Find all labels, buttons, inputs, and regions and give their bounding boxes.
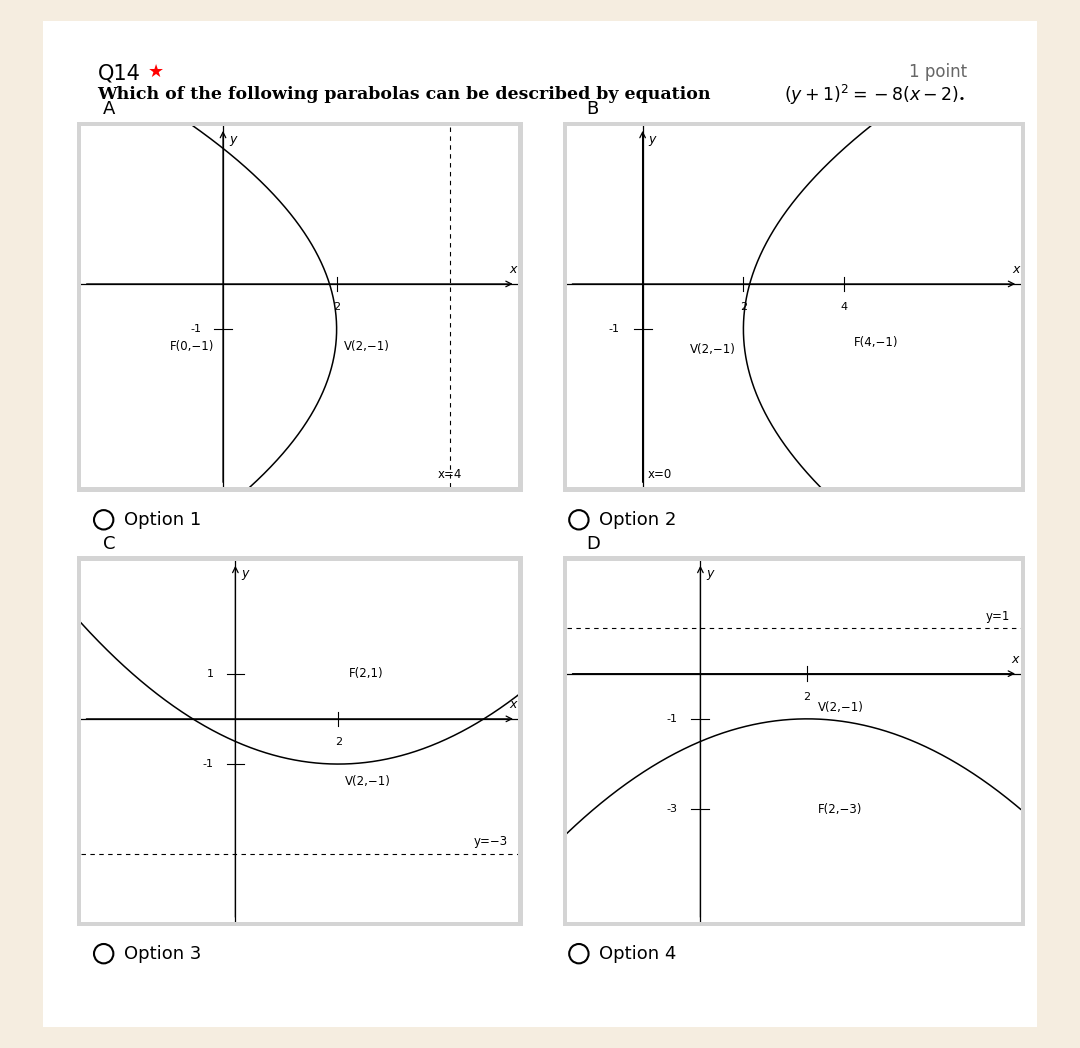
Text: Option 2: Option 2 [599, 510, 677, 529]
Text: 1: 1 [206, 669, 214, 679]
Text: y: y [230, 132, 237, 146]
Text: Option 3: Option 3 [124, 944, 202, 963]
Text: x: x [509, 263, 516, 276]
Text: 1 point: 1 point [909, 63, 968, 81]
Text: 2: 2 [740, 302, 747, 312]
Text: -3: -3 [666, 804, 678, 814]
Text: B: B [586, 101, 598, 118]
Text: Option 4: Option 4 [599, 944, 677, 963]
Text: 4: 4 [840, 302, 848, 312]
Text: -1: -1 [190, 324, 201, 334]
Text: y: y [706, 567, 714, 581]
Text: -1: -1 [203, 759, 214, 769]
Text: $(y+1)^2=-8(x-2)$.: $(y+1)^2=-8(x-2)$. [784, 83, 966, 107]
Text: x: x [1012, 263, 1020, 276]
Text: y=−3: y=−3 [474, 834, 508, 848]
Text: 2: 2 [335, 737, 342, 747]
Text: F(0,−1): F(0,−1) [171, 341, 215, 353]
Text: x=0: x=0 [648, 467, 672, 481]
Text: ★: ★ [148, 63, 164, 81]
Text: Option 1: Option 1 [124, 510, 202, 529]
Text: V(2,−1): V(2,−1) [343, 341, 389, 353]
Text: Which of the following parabolas can be described by equation: Which of the following parabolas can be … [97, 86, 711, 103]
Text: V(2,−1): V(2,−1) [345, 776, 390, 788]
Text: F(4,−1): F(4,−1) [854, 336, 899, 349]
Text: A: A [103, 101, 114, 118]
Text: y=1: y=1 [986, 610, 1010, 624]
Text: -1: -1 [666, 714, 678, 724]
Text: -1: -1 [609, 324, 620, 334]
Text: 2: 2 [333, 302, 340, 312]
Text: y: y [241, 567, 248, 581]
Text: V(2,−1): V(2,−1) [690, 343, 735, 355]
Text: C: C [103, 536, 116, 553]
Text: 2: 2 [804, 692, 811, 702]
Text: x: x [1012, 653, 1018, 665]
Text: y: y [648, 132, 656, 146]
Text: F(2,−3): F(2,−3) [818, 803, 862, 815]
Text: Q14: Q14 [98, 63, 140, 83]
Text: x: x [510, 698, 517, 711]
Text: F(2,1): F(2,1) [349, 668, 383, 680]
Text: x=4: x=4 [438, 467, 462, 481]
Text: D: D [586, 536, 600, 553]
Text: V(2,−1): V(2,−1) [818, 701, 864, 715]
